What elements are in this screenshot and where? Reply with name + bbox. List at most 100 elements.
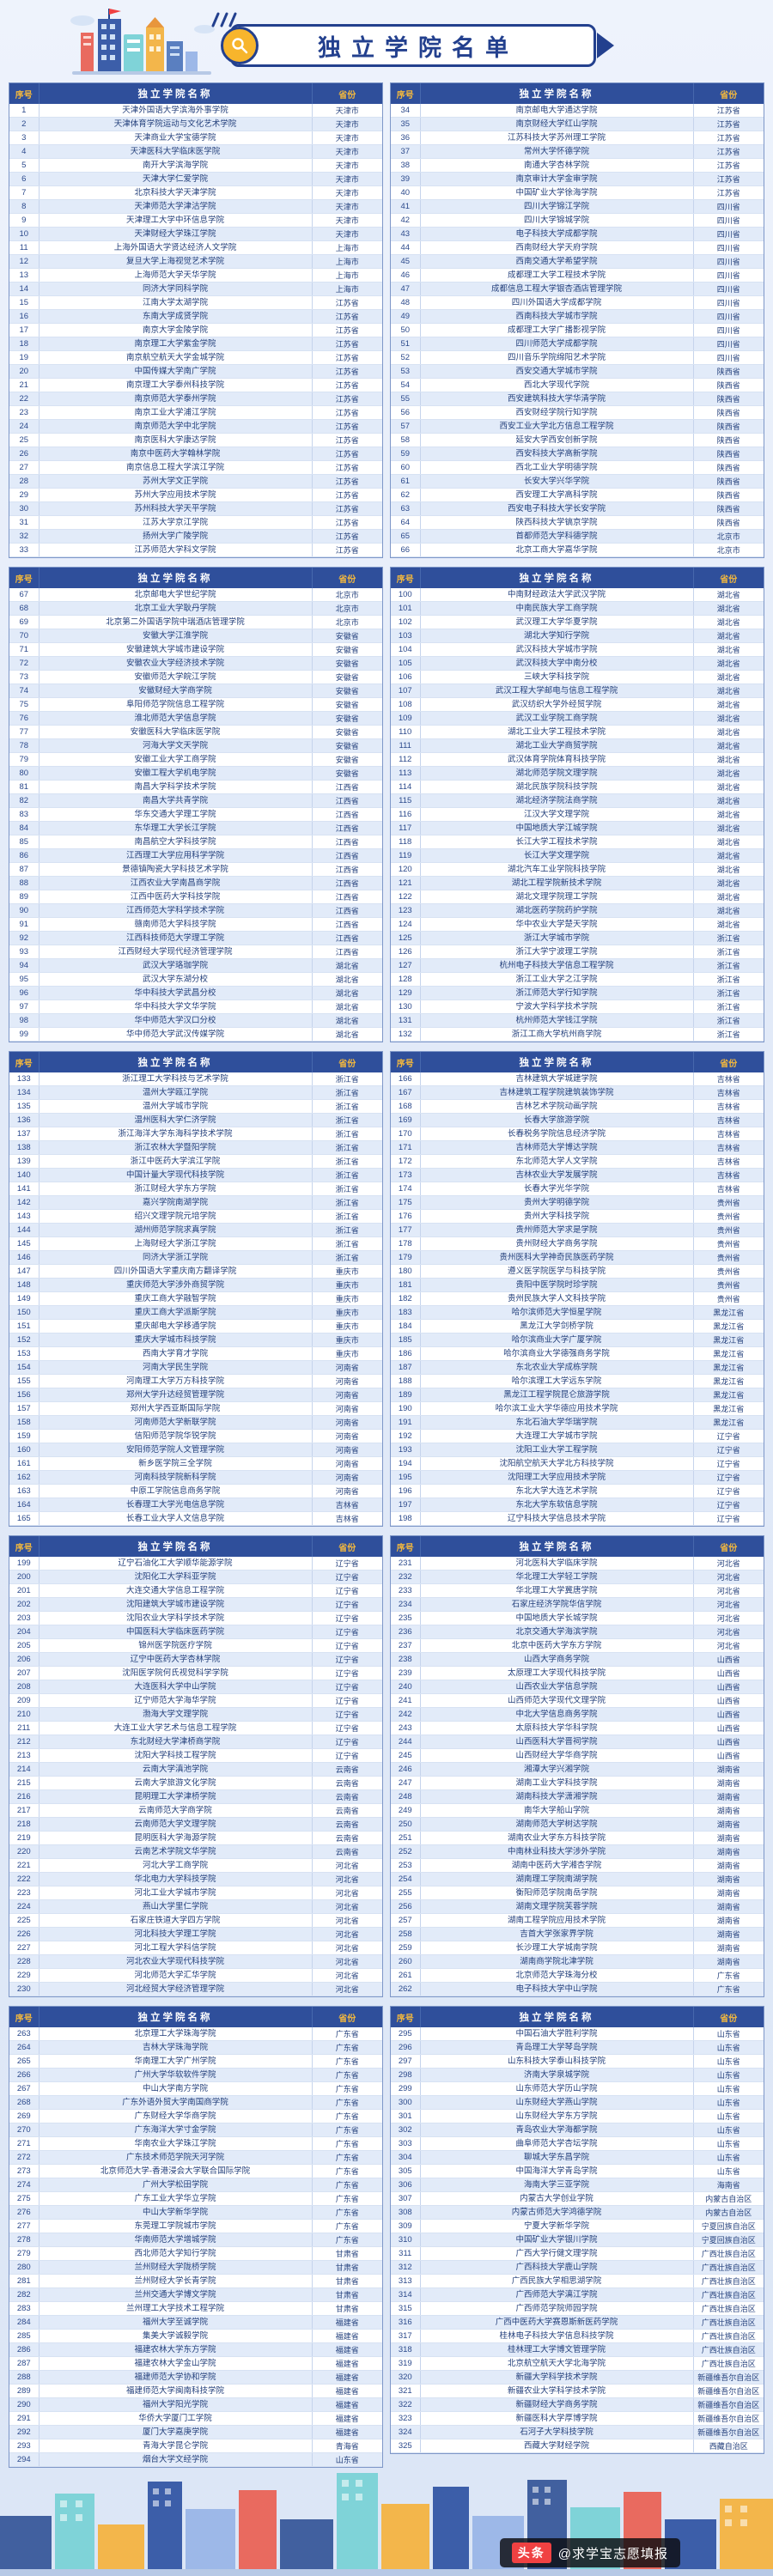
college-name: 中国计量大学现代科技学院 [39,1168,313,1182]
college-prov: 河北省 [312,1954,382,1969]
college-row: 145 上海财经大学浙江学院 浙江省 [9,1236,382,1251]
college-name: 江西财经大学现代经济管理学院 [39,945,313,959]
college-prov: 浙江省 [312,1140,382,1155]
column-header: 独立学院名称 [420,1052,694,1072]
college-table: 序号 独立学院名称 省份 166 吉林建筑大学城建学院 吉林省 167 吉林建筑工程学院建筑装… [391,1052,764,1526]
college-no: 169 [391,1113,421,1127]
college-prov: 重庆市 [312,1333,382,1347]
college-name: 吉林大学珠海学院 [39,2040,313,2055]
college-row: 321 新疆农业大学科学技术学院 新疆维吾尔自治区 [391,2384,764,2398]
college-name: 贵阳中医学院时珍学院 [420,1278,694,1292]
college-row: 177 贵州师范大学求是学院 贵州省 [391,1223,764,1237]
college-prov: 广西壮族自治区 [693,2260,764,2275]
college-prov: 吉林省 [693,1182,764,1196]
college-row: 196 东北大学大连艺术学院 辽宁省 [391,1484,764,1498]
college-no: 144 [9,1223,40,1237]
college-name: 聊城大学东昌学院 [420,2150,694,2165]
college-prov: 湖北省 [312,986,382,1000]
college-row: 149 重庆工商大学融智学院 重庆市 [9,1291,382,1306]
college-prov: 江苏省 [312,529,382,544]
college-no: 160 [9,1443,40,1457]
college-row: 102 武汉理工大学华夏学院 湖北省 [391,615,764,629]
college-no: 106 [391,670,421,684]
college-name: 湖南师范大学树达学院 [420,1817,694,1832]
college-name: 南昌大学共青学院 [39,793,313,808]
college-prov: 四川省 [693,350,764,365]
college-no: 322 [391,2397,421,2412]
college-name: 广东海洋大学寸金学院 [39,2123,313,2137]
college-table: 序号 独立学院名称 省份 295 中国石油大学胜利学院 山东省 296 青岛理工大学琴岛学院山… [391,2007,764,2453]
college-name: 苏州大学文正学院 [39,474,313,489]
college-prov: 江苏省 [693,185,764,200]
college-no: 163 [9,1484,40,1498]
page-footer: 头条 @求学宝志愿填报 [0,2463,773,2576]
college-no: 306 [391,2178,421,2192]
college-no: 260 [391,1954,421,1969]
college-name: 北京工业大学耿丹学院 [39,601,313,616]
college-no: 217 [9,1803,40,1818]
college-no: 266 [9,2068,40,2082]
college-name: 山西师范大学现代文理学院 [420,1693,694,1708]
college-row: 54 西北大学现代学院 陕西省 [391,378,764,392]
college-prov: 河南省 [312,1360,382,1375]
college-no: 267 [9,2081,40,2096]
table-panel: 序号 独立学院名称 省份 231 河北医科大学临床学院 河北省 232 华北理工大学轻工学院河… [390,1535,764,1997]
college-no: 143 [9,1209,40,1224]
college-row: 279 西北师范大学知行学院 甘肃省 [9,2246,382,2261]
college-no: 110 [391,725,421,739]
college-prov: 甘肃省 [312,2246,382,2261]
college-row: 139 浙江中医药大学滨江学院 浙江省 [9,1154,382,1169]
college-prov: 天津市 [312,158,382,173]
college-row: 73 安徽师范大学皖江学院 安徽省 [9,670,382,684]
college-name: 辽宁中医药大学杏林学院 [39,1652,313,1667]
college-name: 广西中医药大学赛恩斯新医药学院 [420,2315,694,2330]
college-row: 264 吉林大学珠海学院 广东省 [9,2040,382,2055]
college-row: 143 绍兴文理学院元培学院 浙江省 [9,1209,382,1224]
college-no: 275 [9,2191,40,2206]
college-row: 11 上海外国语大学贤达经济人文学院 上海市 [9,240,382,255]
college-name: 东莞理工学院城市学院 [39,2219,313,2233]
college-prov: 湖南省 [693,1872,764,1886]
college-name: 南通大学杏林学院 [420,158,694,173]
college-row: 294 烟台大学文经学院 山东省 [9,2452,382,2467]
college-name: 山西医科大学晋祠学院 [420,1735,694,1749]
college-name: 宁夏大学新华学院 [420,2219,694,2233]
college-name: 西安财经学院行知学院 [420,405,694,420]
college-row: 34 南京邮电大学通达学院 江苏省 [391,104,764,118]
college-no: 47 [391,282,421,296]
college-row: 68 北京工业大学耿丹学院 北京市 [9,601,382,616]
college-prov: 河北省 [693,1583,764,1598]
college-row: 157 郑州大学西亚斯国际学院 河南省 [9,1401,382,1416]
college-row: 236 北京交通大学海滨学院 河北省 [391,1625,764,1639]
college-name: 哈尔滨工业大学华德应用技术学院 [420,1401,694,1416]
college-no: 304 [391,2150,421,2165]
college-no: 69 [9,615,40,629]
college-no: 316 [391,2315,421,2330]
column-header: 省份 [312,568,382,588]
college-name: 安徽师范大学皖江学院 [39,670,313,684]
college-row: 285 集美大学诚毅学院 福建省 [9,2329,382,2343]
college-no: 76 [9,711,40,726]
college-row: 16 东南大学成贤学院 江苏省 [9,309,382,324]
college-no: 59 [391,447,421,461]
college-no: 228 [9,1954,40,1969]
college-no: 114 [391,780,421,794]
college-prov: 湖北省 [312,1013,382,1028]
college-prov: 湖北省 [693,780,764,794]
college-name: 西南交通大学希望学院 [420,254,694,269]
college-row: 5 南开大学滨海学院 天津市 [9,158,382,173]
college-no: 310 [391,2233,421,2247]
college-row: 186 哈尔滨商业大学德强商务学院 黑龙江省 [391,1346,764,1361]
college-no: 38 [391,158,421,173]
college-row: 212 东北财经大学津桥商学院 辽宁省 [9,1735,382,1749]
college-prov: 山西省 [693,1652,764,1667]
college-prov: 湖北省 [312,999,382,1014]
college-row: 301 山东财经大学东方学院 山东省 [391,2109,764,2123]
college-name: 江西理工大学应用科学学院 [39,848,313,863]
college-row: 308 内蒙古师范大学鸿德学院 内蒙古自治区 [391,2205,764,2220]
college-row: 275 广东工业大学华立学院 广东省 [9,2191,382,2206]
college-no: 26 [9,447,40,461]
college-no: 189 [391,1388,421,1402]
college-no: 257 [391,1913,421,1928]
college-prov: 四川省 [693,337,764,351]
